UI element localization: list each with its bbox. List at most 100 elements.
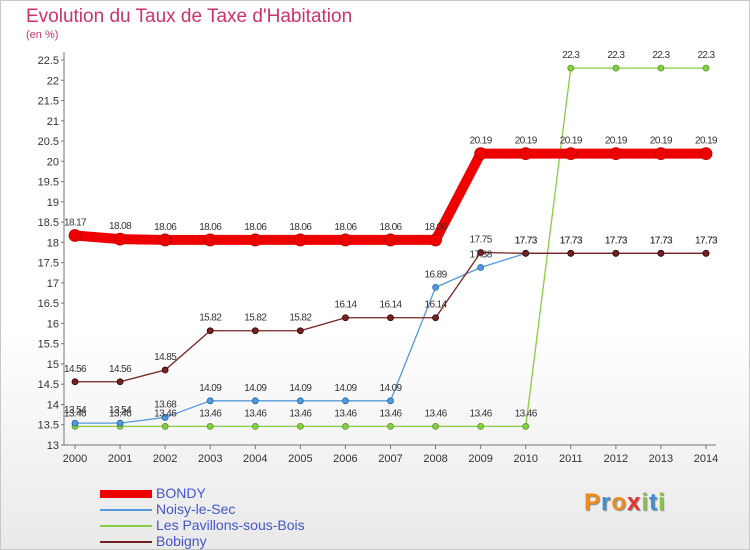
data-label: 14.85: [154, 352, 177, 363]
x-tick-label: 2013: [649, 453, 673, 465]
data-label: 16.89: [425, 269, 448, 280]
legend-label: Les Pavillons-sous-Bois: [156, 517, 305, 533]
data-label: 13.54: [109, 405, 132, 416]
data-label: 13.54: [64, 405, 87, 416]
legend-swatch: [100, 525, 152, 527]
data-label: 13.46: [379, 408, 402, 419]
data-point: [71, 378, 79, 386]
x-tick-label: 2002: [153, 453, 177, 465]
data-point: [116, 378, 124, 386]
data-label: 17.73: [695, 235, 718, 246]
data-point: [699, 147, 713, 161]
data-label: 14.56: [109, 364, 132, 375]
data-label: 22.3: [652, 50, 670, 61]
data-point: [522, 249, 530, 257]
x-tick-label: 2008: [423, 453, 447, 465]
x-tick-label: 2007: [378, 453, 402, 465]
data-label: 17.73: [515, 235, 538, 246]
y-tick-label: 16.5: [38, 298, 59, 310]
data-point: [612, 249, 620, 257]
series-bondy: [68, 147, 713, 247]
data-label: 16.14: [425, 300, 448, 311]
data-point: [296, 422, 304, 430]
data-point: [71, 419, 79, 427]
legend-swatch: [100, 509, 152, 511]
data-point: [251, 327, 259, 335]
x-tick-label: 2005: [288, 453, 312, 465]
data-label: 20.19: [515, 136, 538, 147]
data-label: 17.73: [560, 235, 583, 246]
data-point: [522, 422, 530, 430]
data-point: [206, 422, 214, 430]
data-label: 17.73: [605, 235, 628, 246]
series-bobigny: [71, 249, 710, 386]
data-point: [702, 64, 710, 72]
data-label: 18.06: [334, 222, 357, 233]
data-point: [387, 314, 394, 322]
data-label: 18.08: [109, 221, 132, 232]
data-label: 16.14: [334, 300, 357, 311]
axes: 13 13.5 14 14.5 15 15.5 16 16.5 17 17.5 18 18.5 19 19…: [38, 52, 718, 465]
data-label: 17.75: [470, 235, 493, 246]
legend-label: BONDY: [156, 485, 206, 501]
y-tick-label: 17: [47, 278, 59, 290]
data-point: [654, 147, 668, 161]
y-axis-unit: (en %): [26, 29, 59, 41]
data-point: [477, 249, 485, 256]
data-label: 14.09: [199, 383, 222, 394]
y-tick-label: 19.5: [38, 177, 59, 189]
data-label: 20.19: [605, 136, 628, 147]
data-point: [432, 283, 439, 291]
y-tick-label: 18.5: [38, 217, 59, 229]
data-label: 20.19: [650, 136, 673, 147]
data-point: [161, 366, 169, 374]
y-tick-label: 21.5: [38, 96, 59, 108]
data-point: [342, 397, 349, 405]
data-point: [477, 422, 485, 430]
data-point: [384, 233, 397, 247]
data-point: [429, 233, 442, 247]
data-label: 18.17: [64, 217, 87, 228]
data-point: [206, 397, 214, 405]
x-tick-label: 2006: [333, 453, 357, 465]
x-tick-label: 2010: [513, 453, 537, 465]
data-labels: 18.17 18.08 18.06 18.06 18.06 18.06 18.06 18.06…: [64, 50, 719, 419]
data-label: 13.46: [199, 408, 222, 419]
proxiti-logo: Proxiti: [584, 489, 666, 516]
x-tick-label: 2004: [243, 453, 267, 465]
data-label: 13.46: [425, 408, 448, 419]
data-point: [567, 64, 575, 72]
data-point: [609, 147, 623, 161]
data-point: [206, 327, 214, 335]
x-tick-label: 2009: [468, 453, 492, 465]
data-point: [564, 147, 578, 161]
data-label: 17.73: [515, 235, 538, 246]
series-les-pavillons-sous-bois: [71, 64, 710, 430]
data-point: [387, 422, 394, 430]
x-tick-label: 2014: [694, 453, 718, 465]
legend-label: Bobigny: [156, 533, 207, 549]
data-label: 15.82: [289, 313, 312, 324]
data-point: [248, 233, 262, 247]
x-tick-label: 2011: [559, 453, 583, 465]
data-label: 14.09: [289, 383, 312, 394]
x-tick-label: 2012: [604, 453, 628, 465]
data-label: 13.46: [289, 408, 312, 419]
legend-swatch: [100, 541, 152, 543]
data-label: 16.14: [379, 300, 402, 311]
data-label: 13.46: [64, 408, 87, 419]
data-point: [387, 397, 394, 405]
data-label: 17.73: [605, 235, 628, 246]
data-point: [203, 233, 217, 247]
data-label: 14.09: [334, 383, 357, 394]
data-point: [432, 422, 439, 430]
data-label: 14.56: [64, 364, 87, 375]
y-tick-label: 22.5: [38, 55, 59, 67]
data-point: [68, 229, 82, 242]
x-tick-label: 2000: [63, 453, 87, 465]
series-line: [75, 67, 706, 428]
data-point: [251, 397, 259, 405]
data-label: 13.46: [109, 408, 132, 419]
